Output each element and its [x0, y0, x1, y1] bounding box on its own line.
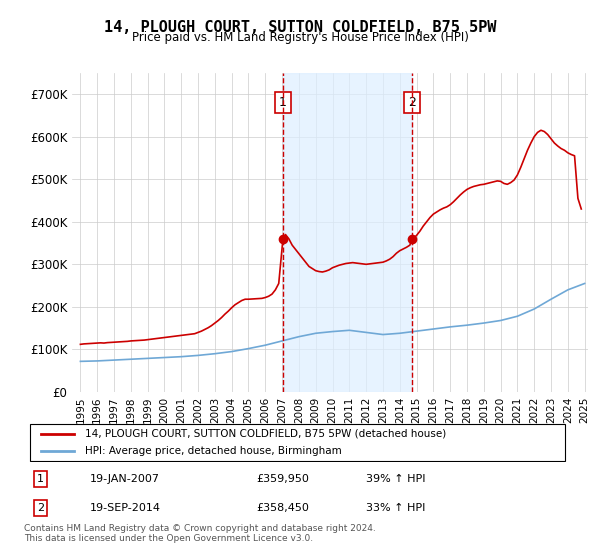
Text: 2: 2 — [408, 96, 416, 109]
Text: Contains HM Land Registry data © Crown copyright and database right 2024.
This d: Contains HM Land Registry data © Crown c… — [24, 524, 376, 543]
Text: £358,450: £358,450 — [256, 503, 309, 513]
FancyBboxPatch shape — [29, 423, 565, 461]
Text: 1: 1 — [37, 474, 44, 484]
Text: 2: 2 — [37, 503, 44, 513]
Text: 1: 1 — [279, 96, 287, 109]
Text: HPI: Average price, detached house, Birmingham: HPI: Average price, detached house, Birm… — [85, 446, 341, 456]
Text: 19-JAN-2007: 19-JAN-2007 — [90, 474, 160, 484]
Text: 14, PLOUGH COURT, SUTTON COLDFIELD, B75 5PW (detached house): 14, PLOUGH COURT, SUTTON COLDFIELD, B75 … — [85, 429, 446, 439]
Text: 14, PLOUGH COURT, SUTTON COLDFIELD, B75 5PW: 14, PLOUGH COURT, SUTTON COLDFIELD, B75 … — [104, 20, 496, 35]
Text: 33% ↑ HPI: 33% ↑ HPI — [366, 503, 425, 513]
Text: 39% ↑ HPI: 39% ↑ HPI — [366, 474, 426, 484]
Text: Price paid vs. HM Land Registry's House Price Index (HPI): Price paid vs. HM Land Registry's House … — [131, 31, 469, 44]
Text: £359,950: £359,950 — [256, 474, 309, 484]
Text: 19-SEP-2014: 19-SEP-2014 — [90, 503, 161, 513]
Bar — [283, 73, 412, 392]
